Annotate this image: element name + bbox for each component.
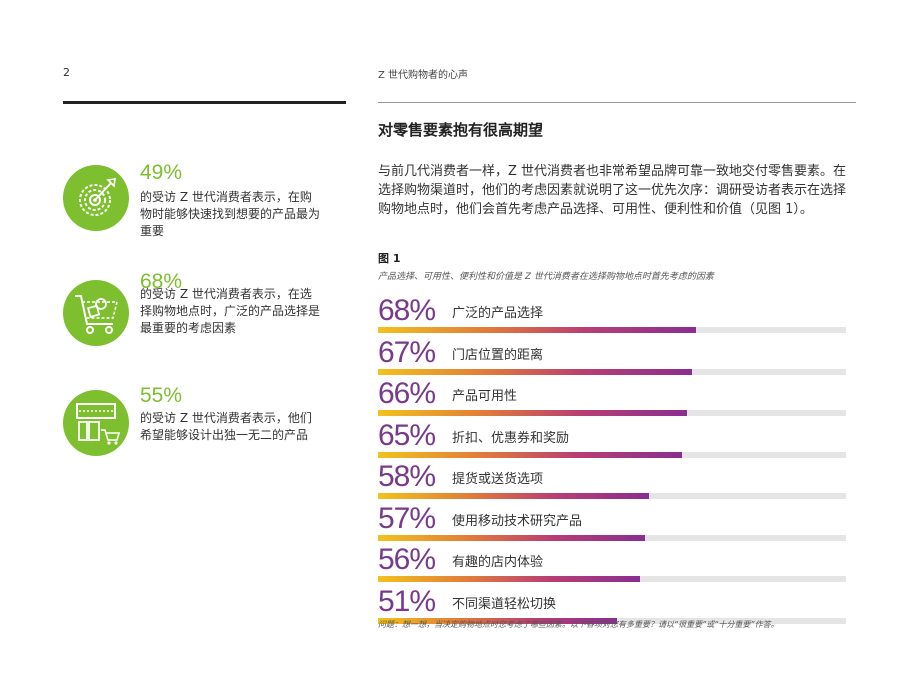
- bar-row: 68% 广泛的产品选择: [378, 294, 848, 334]
- bar-track: [378, 534, 846, 541]
- right-divider: [378, 102, 856, 103]
- left-divider: [63, 101, 346, 104]
- target-icon: [63, 165, 129, 231]
- stat-description: 的受访 Z 世代消费者表示，在购物时能够快速找到想要的产品最为重要: [140, 190, 321, 238]
- figure-caption: 产品选择、可用性、便利性和价值是 Z 世代消费者在选择购物地点时首先考虑的因素: [378, 272, 714, 282]
- bar-track: [378, 451, 846, 458]
- bar-row: 66% 产品可用性: [378, 377, 848, 417]
- bar-value-label: 67%: [378, 335, 436, 369]
- running-header-title: Z 世代购物者的心声: [378, 70, 469, 81]
- stat-description: 的受访 Z 世代消费者表示，他们希望能够设计出独一无二的产品: [140, 411, 312, 442]
- bar-track: [378, 493, 846, 499]
- bar-track: [378, 576, 846, 582]
- bar-category-label: 折扣、优惠券和奖励: [452, 430, 570, 446]
- stat-description: 的受访 Z 世代消费者表示，在选择购物地点时，广泛的产品选择是最重要的考虑因素: [140, 287, 321, 335]
- bar-track: [378, 368, 846, 375]
- bar-category-label: 广泛的产品选择: [452, 306, 544, 321]
- bar-category-label: 使用移动技术研究产品: [452, 513, 583, 529]
- figure-label: 图 1: [378, 252, 401, 265]
- bar: [378, 576, 641, 582]
- bar-category-label: 有趣的店内体验: [452, 555, 544, 570]
- bar-row: 58% 提货或送货选项: [378, 460, 848, 500]
- stat-percent: 55%: [140, 384, 183, 407]
- intro-paragraph: 与前几代消费者一样，Z 世代消费者也非常希望品牌可靠一致地交付零售要素。在选择购…: [378, 164, 847, 217]
- figure-footnote: 问题：想一想，当决定购物地点时您考虑了哪些因素。以下各项对您有多重要？请以“很重…: [378, 620, 779, 629]
- bar: [378, 534, 645, 541]
- stat-percent: 49%: [140, 161, 183, 184]
- storefront-icon: [63, 390, 129, 456]
- bar-value-label: 51%: [378, 584, 436, 618]
- bar-track: [378, 410, 846, 416]
- bar-value-label: 65%: [378, 418, 436, 452]
- bar: [378, 327, 697, 333]
- bar: [378, 451, 683, 458]
- page-number: 2: [63, 66, 70, 79]
- bar-row: 56% 有趣的店内体验: [378, 543, 848, 583]
- bar-value-label: 68%: [378, 294, 436, 327]
- bar-row: 67% 门店位置的距离: [378, 336, 848, 376]
- bar-category-label: 不同渠道轻松切换: [452, 596, 557, 612]
- bar-value-label: 56%: [378, 543, 436, 576]
- bar: [378, 368, 692, 375]
- bar-track: [378, 617, 846, 624]
- bar-row: 51% 不同渠道轻松切换: [378, 585, 848, 625]
- bar-value-label: 58%: [378, 460, 436, 493]
- bar-row: 57% 使用移动技术研究产品: [378, 502, 848, 542]
- bar: [378, 493, 650, 499]
- bar-value-label: 57%: [378, 501, 436, 535]
- bar-category-label: 提货或送货选项: [452, 472, 544, 487]
- bar-value-label: 66%: [378, 377, 436, 410]
- bar-category-label: 产品可用性: [452, 389, 518, 404]
- shopping-cart-icon: [63, 280, 129, 346]
- stat-percent: 68%: [140, 270, 183, 293]
- bar: [378, 617, 617, 624]
- bar-row: 65% 折扣、优惠券和奖励: [378, 419, 848, 459]
- section-title: 对零售要素抱有很高期望: [378, 121, 544, 139]
- bar-category-label: 门店位置的距离: [452, 347, 544, 363]
- bar: [378, 410, 687, 416]
- bar-track: [378, 327, 846, 333]
